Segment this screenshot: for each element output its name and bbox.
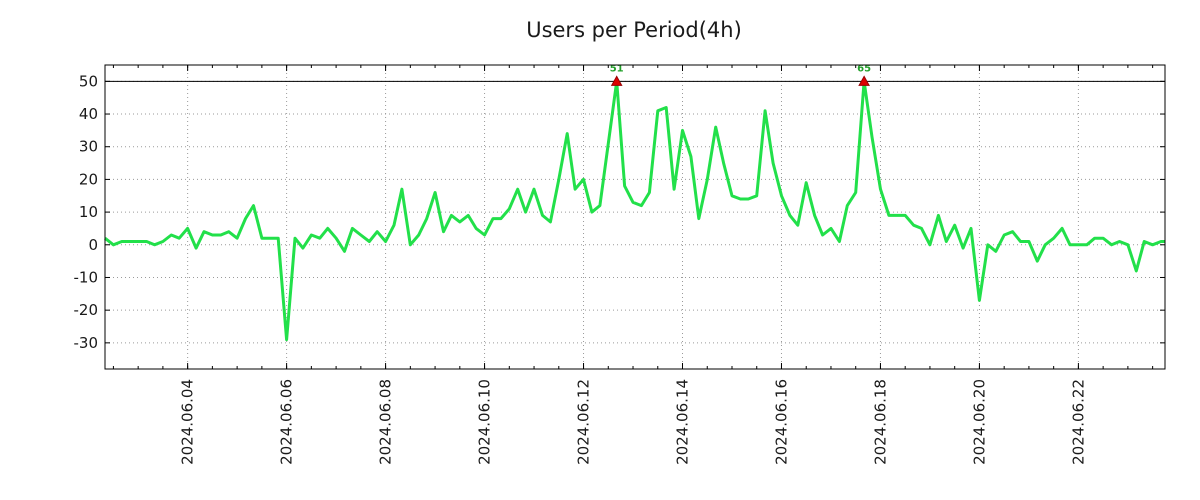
y-tick-label: 0 [88,236,98,254]
x-tick-label: 2024.06.18 [871,379,889,465]
y-tick-label: 20 [79,170,98,188]
peak-marker [610,75,623,86]
users-series-line [104,79,1165,342]
grid-layer [105,65,1165,369]
x-tick-label: 2024.06.04 [179,379,197,465]
x-tick-label: 2024.06.10 [476,379,494,465]
y-tick-label: -20 [74,301,99,319]
chart-title: Users per Period(4h) [526,18,742,42]
peak-marker [858,75,870,86]
y-tick-label: -10 [74,268,99,286]
x-tick-label: 2024.06.20 [970,379,988,465]
x-tick-label: 2024.06.12 [575,379,593,465]
y-tick-label: 30 [79,138,98,156]
y-tick-label: 50 [79,72,98,90]
y-tick-label: -30 [74,334,99,352]
y-tick-label: 40 [79,105,98,123]
series-line-layer [104,79,1165,342]
x-tick-label: 2024.06.14 [674,379,692,465]
x-tick-label: 2024.06.08 [377,379,395,465]
y-tick-label: 10 [79,203,98,221]
peak-label: 51 [610,63,624,74]
x-tick-labels: 2024.06.04 2024.06.06 2024.06.08 2024.06.10… [179,379,1088,465]
plot-frame [104,64,1166,370]
x-tick-label: 2024.06.16 [772,379,790,465]
peak-markers-layer: 51 65 [610,63,871,86]
peak-label: 65 [857,63,871,74]
y-tick-labels: -30 -20 -10 0 10 20 30 40 50 [74,72,99,352]
x-tick-label: 2024.06.06 [278,379,296,465]
x-tick-label: 2024.06.22 [1069,379,1087,465]
axes-layer [104,64,1166,370]
